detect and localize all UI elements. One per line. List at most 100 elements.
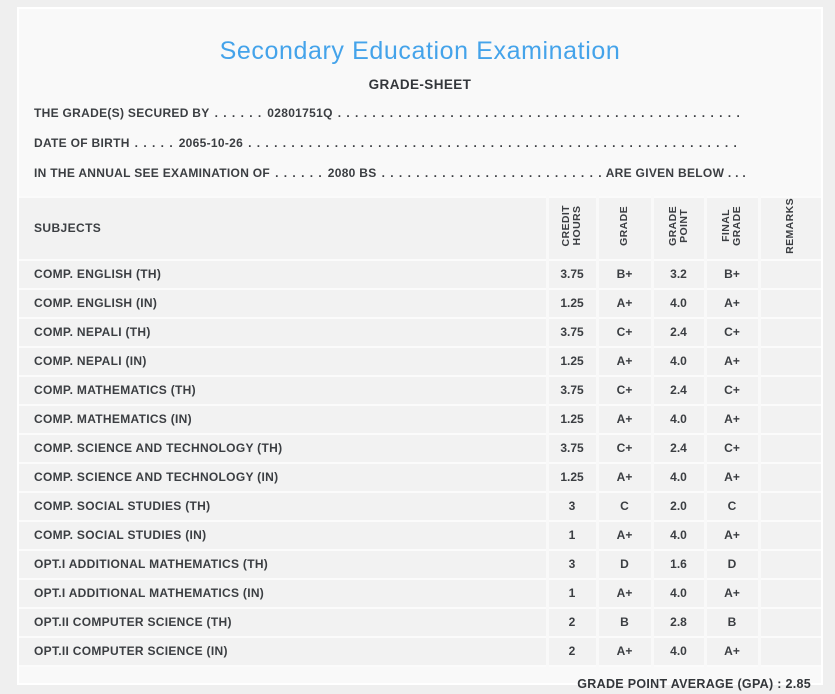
table-row: OPT.I ADDITIONAL MATHEMATICS (IN) 1 A+ 4… (19, 578, 821, 609)
grade-point-value: 4.0 (670, 412, 687, 427)
table-row: COMP. ENGLISH (TH) 3.75 B+ 3.2 B+ (19, 259, 821, 290)
subject-name: COMP. SCIENCE AND TECHNOLOGY (TH) (34, 441, 283, 456)
final-grade-value: A+ (724, 412, 740, 427)
subject-name: COMP. SCIENCE AND TECHNOLOGY (IN) (34, 470, 279, 485)
dot-leader: . . . . . . . . . . . . . . . . . . . . … (381, 166, 601, 180)
credit-hours-value: 3.75 (560, 267, 584, 282)
table-row: COMP. SOCIAL STUDIES (TH) 3 C 2.0 C (19, 491, 821, 522)
grade-value: A+ (616, 412, 633, 427)
grade-point-value: 4.0 (670, 470, 687, 485)
grade-value: A+ (616, 644, 633, 659)
grades-table-body: COMP. ENGLISH (TH) 3.75 B+ 3.2 B+ COMP. … (19, 259, 821, 667)
date-of-birth-label: DATE OF BIRTH (34, 136, 130, 150)
grade-value: C (620, 499, 629, 514)
grade-value: B (620, 615, 629, 630)
subject-name: COMP. ENGLISH (TH) (34, 267, 162, 282)
credit-hours-value: 3.75 (560, 325, 584, 340)
final-grade-value: A+ (724, 586, 740, 601)
table-row: COMP. NEPALI (TH) 3.75 C+ 2.4 C+ (19, 317, 821, 348)
credit-hours-value: 2 (568, 615, 576, 630)
column-header-grade-point: GRADE POINT (650, 196, 705, 261)
examination-year-label: IN THE ANNUAL SEE EXAMINATION OF (34, 166, 271, 180)
grade-point-value: 2.0 (670, 499, 687, 514)
subject-name: OPT.I ADDITIONAL MATHEMATICS (TH) (34, 557, 269, 572)
credit-hours-value: 3.75 (560, 441, 584, 456)
grade-point-value: 4.0 (670, 354, 687, 369)
grade-value: A+ (616, 354, 633, 369)
candidate-symbol-number: 02801751Q (267, 106, 333, 120)
final-grade-value: B+ (724, 267, 740, 282)
grade-value: A+ (616, 528, 633, 543)
grades-secured-by-line: THE GRADE(S) SECURED BY . . . . . . 0280… (34, 106, 746, 122)
table-row: COMP. SOCIAL STUDIES (IN) 1 A+ 4.0 A+ (19, 520, 821, 551)
are-given-below-label: ARE GIVEN BELOW . . . (605, 166, 746, 180)
grade-sheet-panel: Secondary Education Examination GRADE-SH… (17, 7, 823, 691)
grade-value: B+ (616, 267, 633, 282)
table-row: COMP. SCIENCE AND TECHNOLOGY (TH) 3.75 C… (19, 433, 821, 464)
table-row: OPT.I ADDITIONAL MATHEMATICS (TH) 3 D 1.… (19, 549, 821, 580)
subject-name: COMP. MATHEMATICS (IN) (34, 412, 192, 427)
table-row: COMP. NEPALI (IN) 1.25 A+ 4.0 A+ (19, 346, 821, 377)
examination-year-value: 2080 BS (327, 166, 377, 180)
grade-point-value: 4.0 (670, 644, 687, 659)
grade-value: A+ (616, 586, 633, 601)
column-header-subjects: SUBJECTS (19, 196, 547, 261)
final-grade-value: A+ (724, 470, 740, 485)
grade-point-value: 4.0 (670, 296, 687, 311)
column-header-remarks: REMARKS (757, 196, 821, 261)
table-row: OPT.II COMPUTER SCIENCE (TH) 2 B 2.8 B (19, 607, 821, 638)
grade-point-value: 1.6 (670, 557, 687, 572)
column-header-grade: GRADE (595, 196, 652, 261)
final-grade-value: C (727, 499, 737, 514)
grade-point-value: 2.4 (670, 441, 687, 456)
subject-name: COMP. NEPALI (IN) (34, 354, 147, 369)
dot-leader: . . . . . . (275, 166, 323, 180)
credit-hours-value: 1 (568, 586, 576, 601)
final-grade-value: C+ (724, 325, 740, 340)
final-grade-value: D (727, 557, 737, 572)
credit-hours-value: 2 (568, 644, 576, 659)
final-grade-value: A+ (724, 644, 740, 659)
subject-name: COMP. ENGLISH (IN) (34, 296, 158, 311)
candidate-info-block: THE GRADE(S) SECURED BY . . . . . . 0280… (34, 106, 746, 182)
credit-hours-value: 1 (568, 528, 576, 543)
credit-hours-value: 3 (568, 557, 576, 572)
subject-name: COMP. SOCIAL STUDIES (IN) (34, 528, 207, 543)
final-grade-value: B (727, 615, 737, 630)
column-header-credit-hours: CREDIT HOURS (545, 196, 597, 261)
table-row: COMP. MATHEMATICS (IN) 1.25 A+ 4.0 A+ (19, 404, 821, 435)
table-row: COMP. MATHEMATICS (TH) 3.75 C+ 2.4 C+ (19, 375, 821, 406)
final-grade-value: C+ (724, 383, 740, 398)
gpa-summary: GRADE POINT AVERAGE (GPA) : 2.85 (19, 677, 821, 691)
grade-sheet-subtitle: GRADE-SHEET (368, 77, 472, 92)
grade-value: A+ (616, 470, 633, 485)
subject-name: COMP. SOCIAL STUDIES (TH) (34, 499, 211, 514)
page-title: Secondary Education Examination (219, 37, 621, 65)
subject-name: OPT.I ADDITIONAL MATHEMATICS (IN) (34, 586, 265, 601)
grade-point-value: 2.4 (670, 325, 687, 340)
subject-name: OPT.II COMPUTER SCIENCE (IN) (34, 644, 228, 659)
final-grade-value: C+ (724, 441, 740, 456)
grades-secured-by-label: THE GRADE(S) SECURED BY (34, 106, 210, 120)
credit-hours-value: 1.25 (560, 470, 584, 485)
table-row: COMP. ENGLISH (IN) 1.25 A+ 4.0 A+ (19, 288, 821, 319)
dot-leader: . . . . . . . . . . . . . . . . . . . . … (248, 136, 741, 150)
grades-table-header: SUBJECTS CREDIT HOURS GRADE GRADE POINT … (19, 196, 821, 261)
credit-hours-value: 3.75 (560, 383, 584, 398)
grade-value: A+ (616, 296, 633, 311)
table-row: OPT.II COMPUTER SCIENCE (IN) 2 A+ 4.0 A+ (19, 636, 821, 667)
date-of-birth-value: 2065-10-26 (178, 136, 244, 150)
grade-point-value: 4.0 (670, 586, 687, 601)
final-grade-value: A+ (724, 528, 740, 543)
grade-point-value: 3.2 (670, 267, 687, 282)
gpa-label: GRADE POINT AVERAGE (GPA) : (577, 676, 782, 691)
grade-value: C+ (616, 325, 633, 340)
gpa-value: 2.85 (785, 676, 811, 691)
dot-leader: . . . . . . . . . . . . . . . . . . . . … (337, 106, 741, 120)
table-row: COMP. SCIENCE AND TECHNOLOGY (IN) 1.25 A… (19, 462, 821, 493)
subject-name: COMP. NEPALI (TH) (34, 325, 151, 340)
grade-point-value: 2.4 (670, 383, 687, 398)
subject-name: OPT.II COMPUTER SCIENCE (TH) (34, 615, 232, 630)
credit-hours-value: 3 (568, 499, 576, 514)
grade-value: C+ (616, 441, 633, 456)
